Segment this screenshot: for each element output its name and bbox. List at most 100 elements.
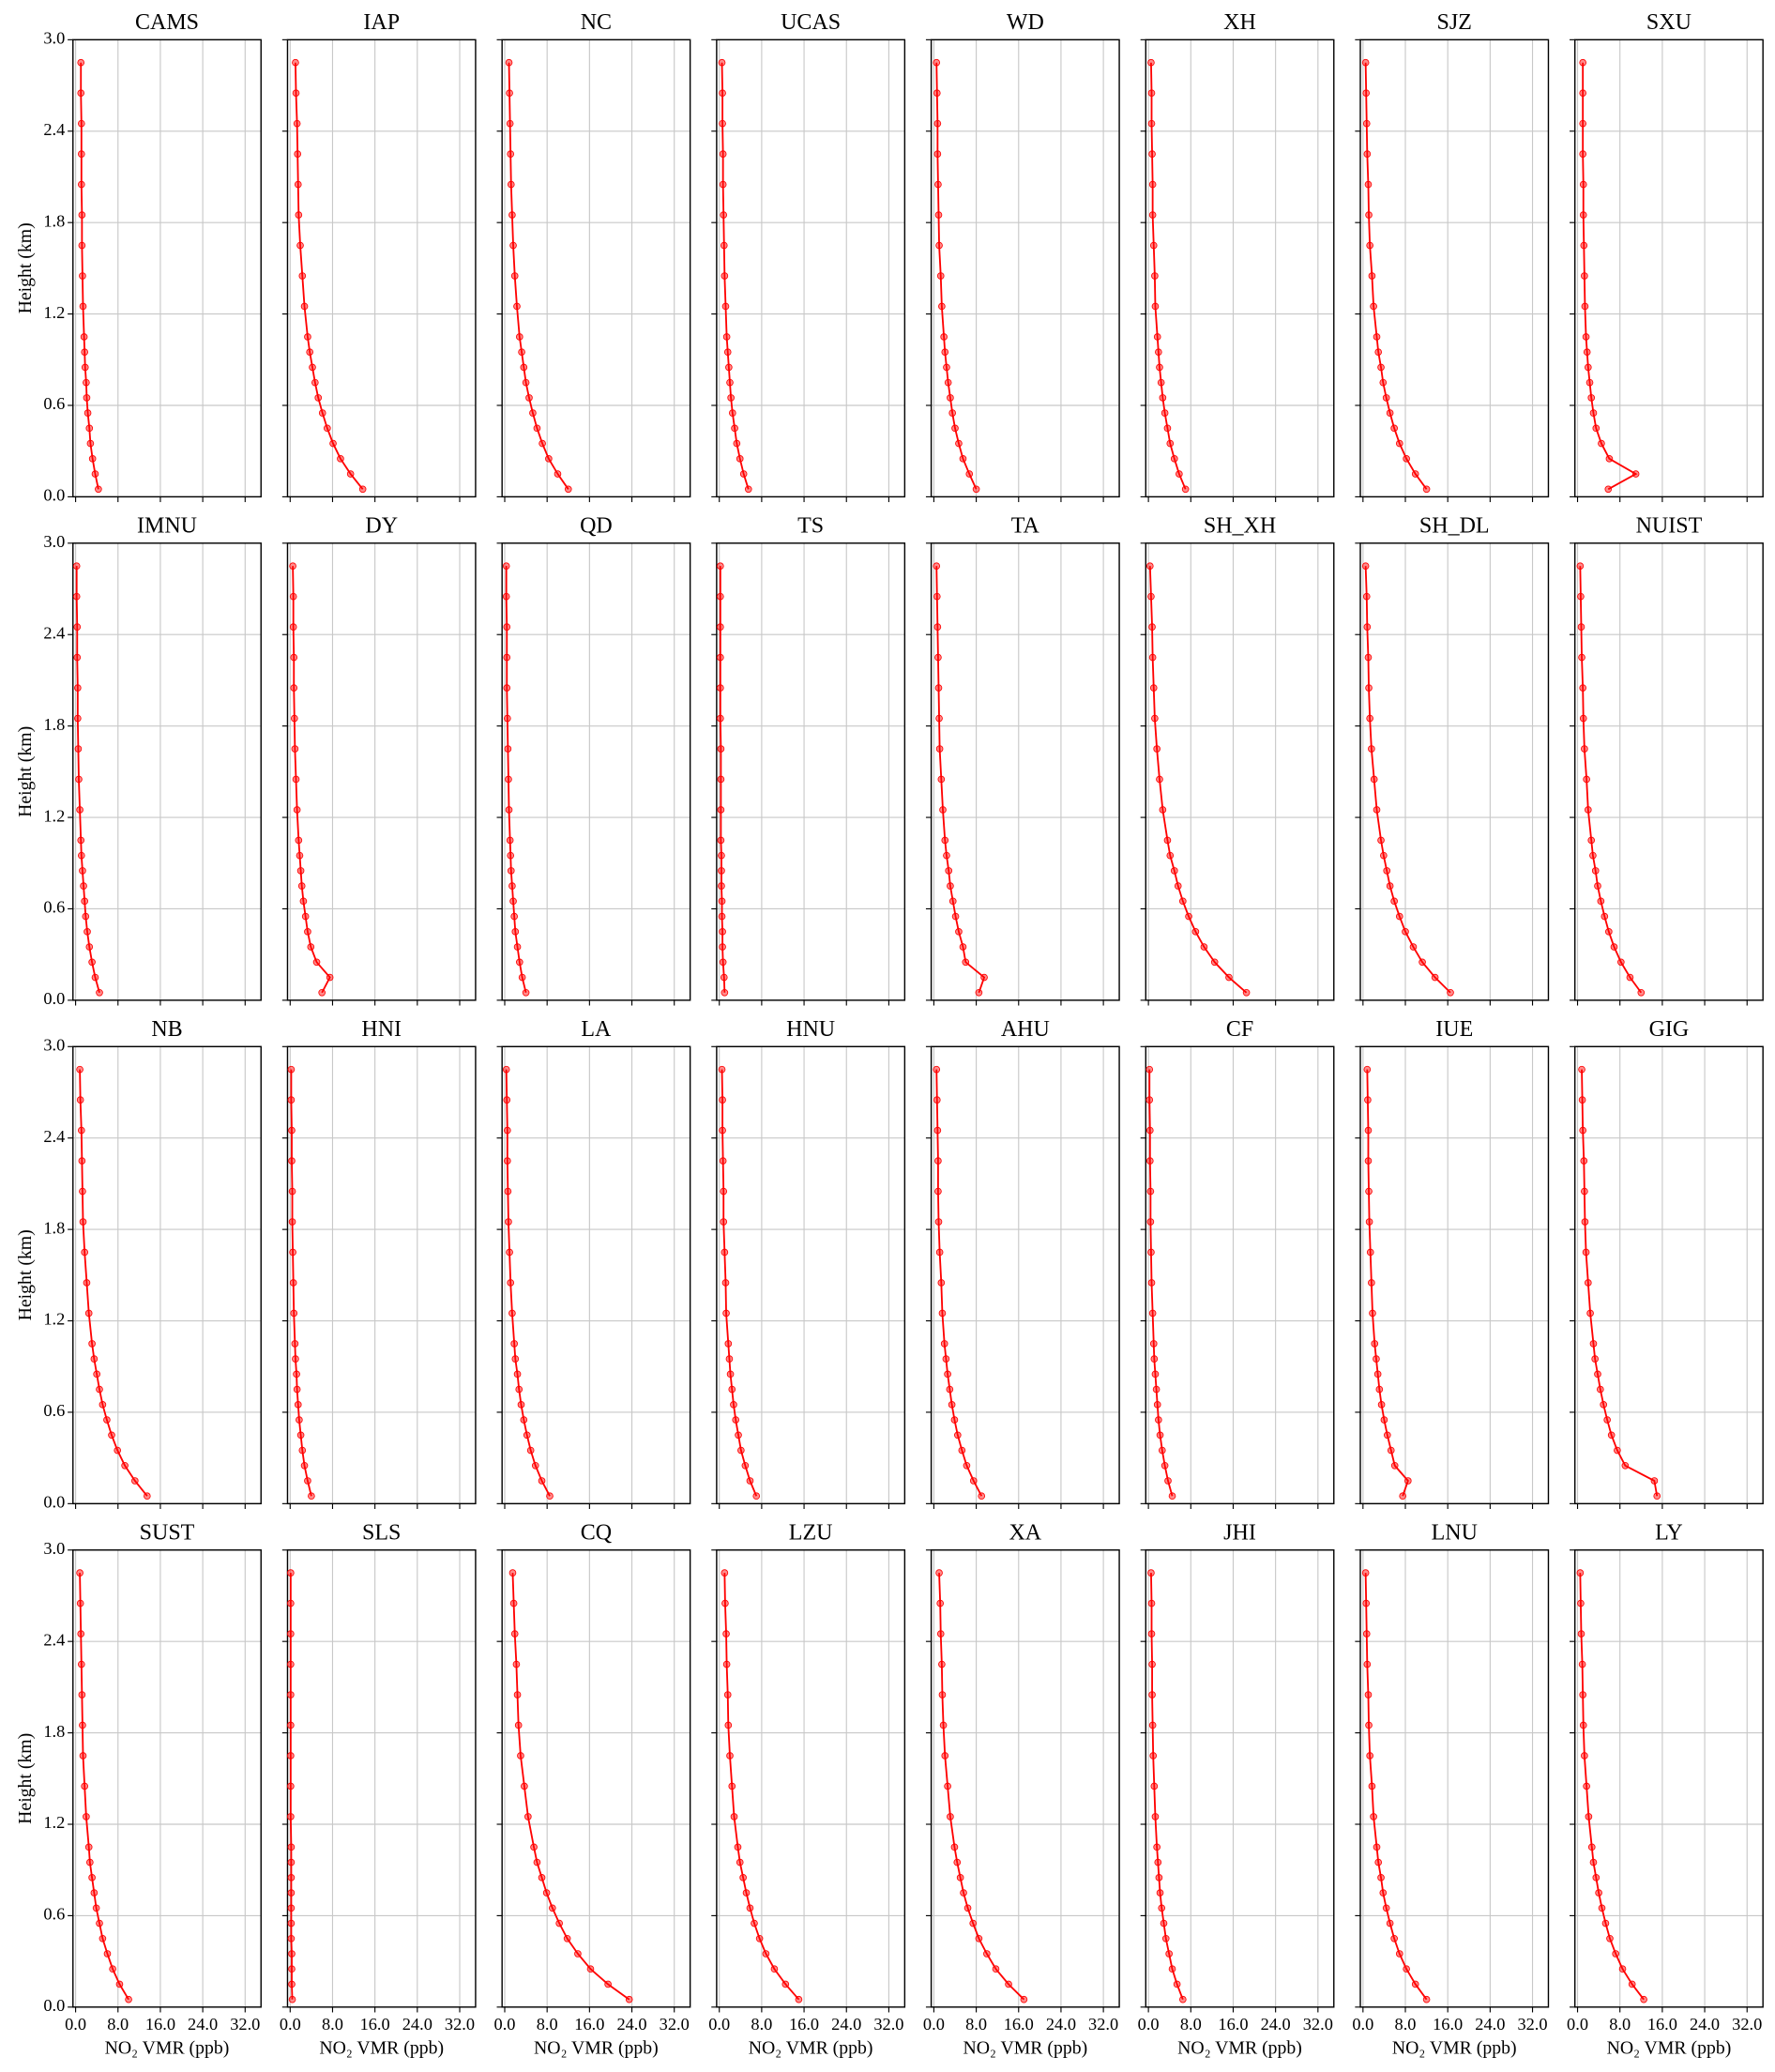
data-point [1362, 592, 1371, 601]
panel: 0.0 8.0 16.0 24.0 32.0 XA NO₂ VMR (ppb) [923, 1520, 1120, 2059]
x-axis-label: NO₂ VMR (ppb) [105, 2038, 230, 2059]
panel: 0.0 0.6 1.2 1.8 2.4 3.0 IMNU Height (km) [15, 513, 262, 1008]
panel: WD [925, 10, 1120, 503]
data-point [731, 424, 738, 433]
x-tick-label: 24.0 [1261, 2015, 1291, 2034]
data-point [1185, 912, 1192, 921]
profile-line [79, 1573, 129, 2001]
x-tick-label: 0.0 [280, 2015, 301, 2034]
data-point [1404, 1477, 1412, 1485]
data-point [717, 775, 725, 784]
panel-title: DY [365, 513, 398, 538]
data-point [79, 867, 86, 875]
data-point [1582, 333, 1590, 341]
data-point [288, 1187, 296, 1196]
x-tick-label: 32.0 [660, 2015, 690, 2034]
data-point [950, 1843, 959, 1851]
data-point [741, 1461, 750, 1470]
data-point [1637, 988, 1646, 997]
panel: 0.0 8.0 16.0 24.0 32.0 LZU NO₂ VMR (ppb) [708, 1520, 906, 2059]
data-point [1621, 1461, 1630, 1470]
panel: 0.0 8.0 16.0 24.0 32.0 0.0 0.6 1.2 1.8 2.4 3.0 SUST… [15, 1520, 262, 2059]
data-point [1578, 1096, 1586, 1104]
data-point [95, 485, 102, 494]
axes-frame [501, 1045, 691, 1505]
y-tick-label: 2.4 [43, 1630, 65, 1649]
data-point [1149, 241, 1158, 250]
data-point [306, 348, 314, 356]
data-point [1157, 378, 1165, 387]
data-point [1595, 1889, 1602, 1897]
data-point [944, 1782, 951, 1790]
profile-line [75, 566, 100, 994]
panel: XH [1140, 10, 1335, 503]
data-point [1597, 897, 1605, 906]
data-point [1153, 745, 1161, 753]
data-point [1577, 592, 1585, 601]
data-point [78, 1691, 86, 1699]
x-tick-label: 8.0 [537, 2015, 558, 2034]
data-point [76, 1599, 84, 1607]
data-point [1587, 394, 1596, 402]
axes-frame [930, 1549, 1120, 2008]
y-axis-label: Height (km) [15, 1733, 36, 1824]
data-point [1374, 1858, 1383, 1866]
data-point [82, 912, 90, 921]
data-point [504, 714, 511, 723]
data-point [79, 1721, 86, 1729]
panel: NC [496, 10, 691, 503]
data-point [289, 562, 296, 570]
data-point [717, 623, 724, 631]
data-point [1387, 1446, 1395, 1455]
data-point [1375, 1385, 1384, 1394]
data-point [1586, 1309, 1594, 1318]
y-tick-label: 1.8 [43, 1722, 65, 1741]
data-point [88, 455, 97, 463]
data-point [781, 1980, 790, 1988]
y-axis-label: Height (km) [15, 1229, 36, 1320]
data-point [721, 988, 729, 997]
y-tick-label: 0.0 [43, 1996, 65, 2015]
panel-title: NUIST [1636, 513, 1703, 538]
data-point [941, 836, 949, 845]
data-point [506, 119, 514, 128]
data-point [736, 1858, 744, 1866]
data-point [1005, 1980, 1012, 1988]
data-point [1147, 1569, 1155, 1577]
data-point [1362, 1599, 1371, 1607]
data-point [1366, 1248, 1374, 1257]
data-point [291, 1340, 299, 1348]
profile-line [295, 62, 364, 490]
y-tick-label: 1.8 [43, 715, 65, 734]
data-point [1373, 1355, 1380, 1363]
data-point [938, 302, 946, 311]
data-point [1363, 623, 1372, 631]
panel: DY [281, 513, 477, 1006]
data-point [933, 1065, 941, 1074]
profile-line [1150, 62, 1187, 490]
data-point [1149, 684, 1158, 692]
data-point [1605, 928, 1613, 936]
data-point [935, 241, 943, 250]
panel-title: LY [1655, 1520, 1683, 1545]
data-point [1390, 1461, 1399, 1470]
axes-frame [501, 38, 691, 498]
data-point [720, 241, 728, 250]
data-point [719, 119, 726, 128]
data-point [1377, 836, 1385, 845]
data-point [1447, 988, 1454, 997]
data-point [718, 897, 726, 906]
data-point [289, 1279, 297, 1287]
data-point [1577, 623, 1585, 631]
axes-frame [286, 542, 477, 1001]
data-point [510, 272, 519, 280]
data-point [944, 1370, 951, 1379]
data-point [88, 1874, 96, 1882]
axes-frame [72, 38, 262, 498]
x-tick-label: 32.0 [1303, 2015, 1333, 2034]
data-point [504, 1187, 512, 1196]
data-point [1589, 409, 1598, 417]
data-point [77, 150, 85, 158]
x-axis-label: NO₂ VMR (ppb) [1392, 2038, 1517, 2059]
data-point [950, 1416, 959, 1424]
